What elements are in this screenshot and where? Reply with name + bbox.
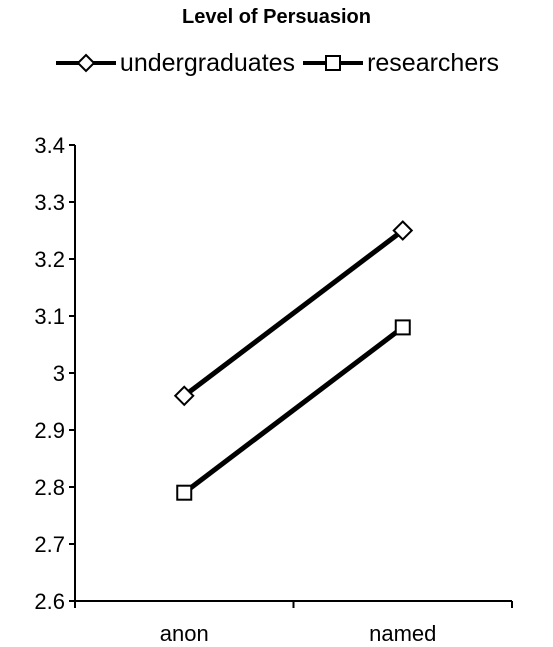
series-line-undergraduates (182, 228, 405, 398)
square-marker-icon (303, 55, 364, 71)
diamond-marker-icon (55, 53, 116, 73)
chart-title: Level of Persuasion (182, 6, 371, 28)
data-point-undergraduates (173, 385, 195, 407)
legend-item-researchers: researchers (301, 48, 499, 78)
data-point-researchers (176, 484, 193, 501)
data-point-undergraduates (392, 220, 414, 241)
y-tick-label: 2.8 (34, 475, 65, 500)
y-tick-label: 3 (53, 361, 65, 386)
y-tick-label: 3.1 (34, 304, 65, 329)
legend-label-undergraduates: undergraduates (119, 48, 296, 77)
legend-label-researchers: researchers (367, 48, 500, 77)
legend-item-undergraduates: undergraduates (54, 48, 295, 78)
y-tick-label: 2.6 (34, 589, 65, 614)
data-point-researchers (394, 319, 411, 336)
x-tick-label: named (369, 621, 436, 646)
y-tick-label: 3.4 (34, 133, 65, 158)
y-tick-label: 2.7 (34, 532, 65, 557)
legend: undergraduates researchers (0, 46, 553, 80)
y-tick-label: 3.3 (34, 190, 65, 215)
y-tick-label: 3.2 (34, 247, 65, 272)
x-tick-label: anon (160, 621, 209, 646)
series-line-researchers (182, 325, 405, 495)
y-tick-label: 2.9 (34, 418, 65, 443)
